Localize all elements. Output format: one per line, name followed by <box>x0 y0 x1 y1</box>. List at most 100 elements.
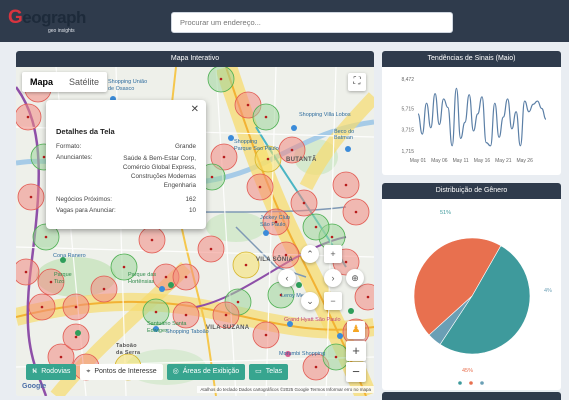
close-icon[interactable]: ✕ <box>190 104 199 115</box>
pie-slice-label: 45% <box>462 368 473 374</box>
trend-series-line <box>417 87 547 147</box>
screen-marker[interactable] <box>236 300 240 304</box>
screen-marker[interactable] <box>366 295 370 299</box>
map-attribution[interactable]: Atalhos do teclado Dados cartográficos ©… <box>197 386 374 393</box>
screen-marker[interactable] <box>184 313 188 317</box>
pan-up-icon[interactable]: ⌃ <box>301 245 319 263</box>
zoom-out-button[interactable]: − <box>346 362 366 382</box>
pan-left-icon[interactable]: ‹ <box>278 269 296 287</box>
screen-marker[interactable] <box>314 365 318 369</box>
y-tick-label: 3,715 <box>401 128 414 134</box>
coverage-area[interactable] <box>354 283 374 311</box>
search-input[interactable] <box>171 12 453 33</box>
layer-highways-button[interactable]: ⛕ Rodovias <box>26 364 77 380</box>
legend-dot[interactable] <box>480 381 484 385</box>
map-label-parque-hortensias: Parque das Hortênsias <box>128 272 157 285</box>
pan-down-icon[interactable]: ⌄ <box>301 292 319 310</box>
screen-marker[interactable] <box>40 305 44 309</box>
screen-marker[interactable] <box>209 247 213 251</box>
screen-marker[interactable] <box>246 103 250 107</box>
signal-trend-card: Tendências de Sinais (Maio) 8,472 5,715 3,… <box>382 51 561 175</box>
screen-marker[interactable] <box>184 275 188 279</box>
popup-advertisers-row: Anunciantes: Saúde & Bem-Estar Corp, Com… <box>56 154 196 190</box>
x-tick-label: May 01 <box>410 158 427 164</box>
screen-marker[interactable] <box>74 335 78 339</box>
format-label: Formato: <box>56 143 82 150</box>
map-label-jockey-club: Jockey Club São Paulo <box>260 215 290 228</box>
screen-marker[interactable] <box>24 270 28 274</box>
screen-marker[interactable] <box>290 148 294 152</box>
screen-icon: ▭ <box>255 368 262 375</box>
layer-highways-label: Rodovias <box>41 368 71 375</box>
advertiser-line: Engenharia <box>163 182 196 189</box>
pie-slice[interactable] <box>439 245 531 355</box>
screen-marker[interactable] <box>330 235 334 239</box>
map-label-shopping-taboao: Shopping Taboão <box>166 329 209 335</box>
screen-marker[interactable] <box>279 293 283 297</box>
screen-marker[interactable] <box>258 185 262 189</box>
map-type-map[interactable]: Mapa <box>30 77 54 87</box>
screen-marker[interactable] <box>219 77 223 81</box>
zoom-in-small-icon[interactable]: + <box>324 245 342 263</box>
vacancies-value: 10 <box>188 207 196 214</box>
screen-marker[interactable] <box>264 333 268 337</box>
layer-poi-button[interactable]: ⌖ Pontos de Interesse <box>80 364 163 380</box>
screen-marker[interactable] <box>102 287 106 291</box>
map-type-satellite[interactable]: Satélite <box>69 77 100 87</box>
recenter-icon[interactable]: ⊕ <box>346 269 364 287</box>
screen-marker[interactable] <box>74 305 78 309</box>
screen-marker[interactable] <box>49 280 53 284</box>
fullscreen-icon[interactable]: ⛶ <box>348 73 366 91</box>
screen-marker[interactable] <box>314 225 318 229</box>
map-label-vila-suzana: VILA SUZANA <box>206 325 250 331</box>
target-icon: ◎ <box>172 368 179 375</box>
screen-marker[interactable] <box>284 253 288 257</box>
pan-right-icon[interactable]: › <box>324 269 342 287</box>
screen-marker[interactable] <box>222 155 226 159</box>
logo-text: Geograph <box>8 7 86 28</box>
screen-marker[interactable] <box>150 238 154 242</box>
x-tick-label: May 11 <box>453 158 469 164</box>
zoom-out-small-icon[interactable]: − <box>324 292 342 310</box>
gender-card-title: Distribuição de Gênero <box>382 183 561 199</box>
screen-marker[interactable] <box>210 175 214 179</box>
screen-marker[interactable] <box>344 183 348 187</box>
screen-marker[interactable] <box>266 157 270 161</box>
screen-marker[interactable] <box>44 235 48 239</box>
layer-display-areas-button[interactable]: ◎ Áreas de Exibição <box>166 364 246 380</box>
map-type-control: Mapa Satélite <box>22 72 108 92</box>
logo[interactable]: Geograph geo insights <box>8 7 88 37</box>
advertiser-line: Saúde & Bem-Estar Corp, <box>123 155 196 162</box>
screen-marker[interactable] <box>334 355 338 359</box>
map-label-taboao-serra: Taboão da Serra <box>116 343 141 356</box>
screen-marker[interactable] <box>154 310 158 314</box>
x-tick-label: May 21 <box>495 158 512 164</box>
screen-marker[interactable] <box>122 265 126 269</box>
coverage-area[interactable] <box>16 258 40 286</box>
map-label-beco-batman: Beco do Batman <box>334 129 355 141</box>
pie-slice[interactable] <box>413 237 502 336</box>
zoom-in-button[interactable]: + <box>346 341 366 361</box>
screen-marker[interactable] <box>29 195 33 199</box>
y-tick-label: 1,715 <box>401 149 414 155</box>
screen-marker[interactable] <box>264 115 268 119</box>
screen-marker[interactable] <box>302 201 306 205</box>
screen-marker[interactable] <box>344 260 348 264</box>
interactive-map[interactable]: Shopping União de Osasco Shopping Villa … <box>16 67 374 396</box>
layer-screens-button[interactable]: ▭ Telas <box>249 364 289 380</box>
street-view-icon[interactable]: ♟ <box>347 321 365 339</box>
screen-marker[interactable] <box>59 355 63 359</box>
screen-marker[interactable] <box>244 263 248 267</box>
legend-dot[interactable] <box>469 381 473 385</box>
screen-marker[interactable] <box>164 275 168 279</box>
layer-screens-label: Telas <box>265 368 283 375</box>
legend-dot[interactable] <box>458 381 462 385</box>
map-label-shopping-villa-lobos: Shopping Villa Lobos <box>299 112 351 118</box>
screen-marker[interactable] <box>224 313 228 317</box>
screen-marker[interactable] <box>354 210 358 214</box>
screen-marker[interactable] <box>26 115 30 119</box>
screen-marker[interactable] <box>42 155 46 159</box>
screen-marker[interactable] <box>274 220 278 224</box>
pie-slice-label: 51% <box>440 210 451 216</box>
advertisers-label: Anunciantes: <box>56 154 93 161</box>
